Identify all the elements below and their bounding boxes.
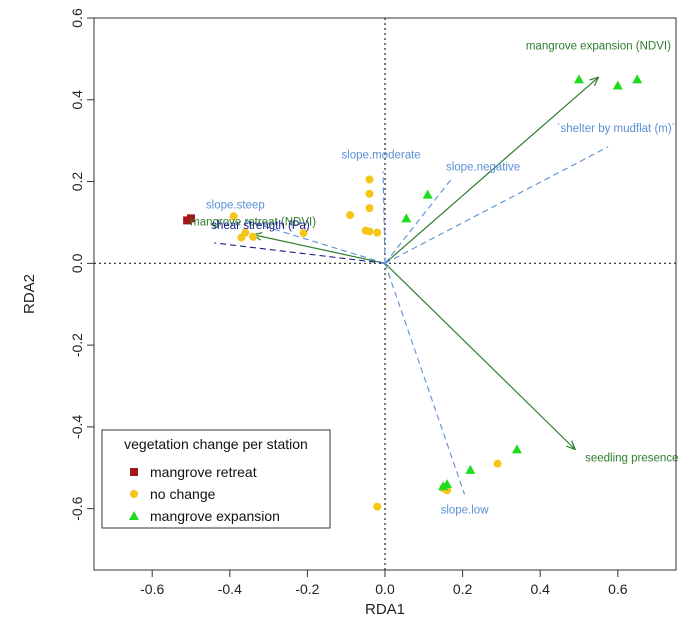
x-tick-label-5: 0.4: [530, 581, 550, 597]
vector-label-3: shear strength (Pa): [211, 220, 310, 232]
legend-swatch-1: [130, 490, 138, 498]
x-tick-label-1: -0.4: [218, 581, 242, 597]
legend-swatch-0: [130, 468, 138, 476]
y-tick-label-1: -0.4: [69, 415, 85, 439]
point-circle-1-0: [229, 212, 238, 221]
point-triangle-2-0: [401, 213, 412, 223]
vector-1: [384, 262, 575, 449]
vector-3: [214, 242, 386, 264]
vector-label-8: slope.low: [441, 504, 490, 516]
point-circle-1-2: [241, 228, 250, 237]
point-square-0-1: [187, 214, 195, 223]
y-tick-label-3: 0.0: [69, 253, 85, 273]
vector-labels: mangrove expansion (NDVI) seedling presen…: [190, 40, 680, 516]
y-tick-label-4: 0.2: [69, 172, 85, 192]
point-circle-1-12: [373, 502, 382, 511]
y-axis-title: RDA2: [21, 274, 38, 314]
legend-box: [101, 429, 331, 529]
axes: -0.6 -0.4 -0.2 0.0 0.2 0.4 0.6 -0.6 -0.4 -0.2 0.0 0…: [69, 8, 677, 597]
point-circle-1-5: [346, 211, 355, 220]
y-tick-label-0: -0.6: [69, 496, 85, 520]
vector-label-0: mangrove expansion (NDVI): [526, 40, 671, 52]
y-tick-label-6: 0.6: [69, 8, 85, 28]
point-circle-1-3: [249, 232, 258, 241]
vector-label-4: slope.steep: [206, 199, 265, 211]
x-tick-label-3: 0.0: [375, 581, 395, 597]
legend-label-1: no change: [150, 486, 216, 502]
point-triangle-2-4: [465, 464, 476, 474]
vector-8: [384, 263, 466, 495]
legend-swatch-2: [129, 511, 139, 520]
x-tick-label-4: 0.2: [453, 581, 473, 597]
vector-label-7: `shelter by mudflat (m)`: [557, 123, 676, 135]
x-tick-label-2: -0.2: [295, 581, 319, 597]
vector-5: [382, 171, 386, 264]
point-circle-1-4: [299, 229, 308, 238]
legend-title: vegetation change per station: [124, 436, 308, 452]
legend-label-0: mangrove retreat: [150, 464, 257, 480]
legend: vegetation change per station mangrove re…: [101, 429, 331, 529]
vector-4: [245, 219, 386, 264]
point-circle-1-7: [365, 227, 374, 236]
y-tick-label-5: 0.4: [69, 90, 85, 110]
point-triangle-2-6: [574, 74, 584, 84]
point-circle-1-15: [493, 459, 502, 468]
point-triangle-2-7: [612, 80, 623, 90]
vector-label-2: mangrove retreat (NDVI): [190, 217, 316, 229]
point-triangle-2-5: [511, 444, 522, 454]
y-tick-label-2: -0.2: [69, 333, 85, 357]
point-circle-1-11: [373, 228, 382, 237]
vector-label-1: seedling presence (field): [585, 452, 680, 464]
vector-7: [384, 146, 609, 264]
point-circle-1-10: [365, 204, 374, 213]
vector-label-6: slope.negative: [446, 162, 520, 174]
vector-label-5: slope.moderate: [341, 149, 420, 161]
point-circle-1-8: [365, 175, 374, 184]
legend-label-2: mangrove expansion: [150, 508, 280, 524]
x-axis-title: RDA1: [365, 601, 405, 618]
x-tick-label-6: 0.6: [608, 581, 628, 597]
point-triangle-2-3: [442, 479, 453, 489]
station-points: [183, 74, 643, 511]
environmental-vectors: [214, 77, 609, 495]
point-circle-1-9: [365, 189, 374, 198]
vector-6: [384, 179, 452, 264]
x-tick-label-0: -0.6: [140, 581, 164, 597]
point-triangle-2-8: [632, 74, 643, 84]
point-triangle-2-1: [422, 189, 433, 199]
vector-2: [253, 235, 386, 264]
vector-0: [384, 77, 598, 264]
